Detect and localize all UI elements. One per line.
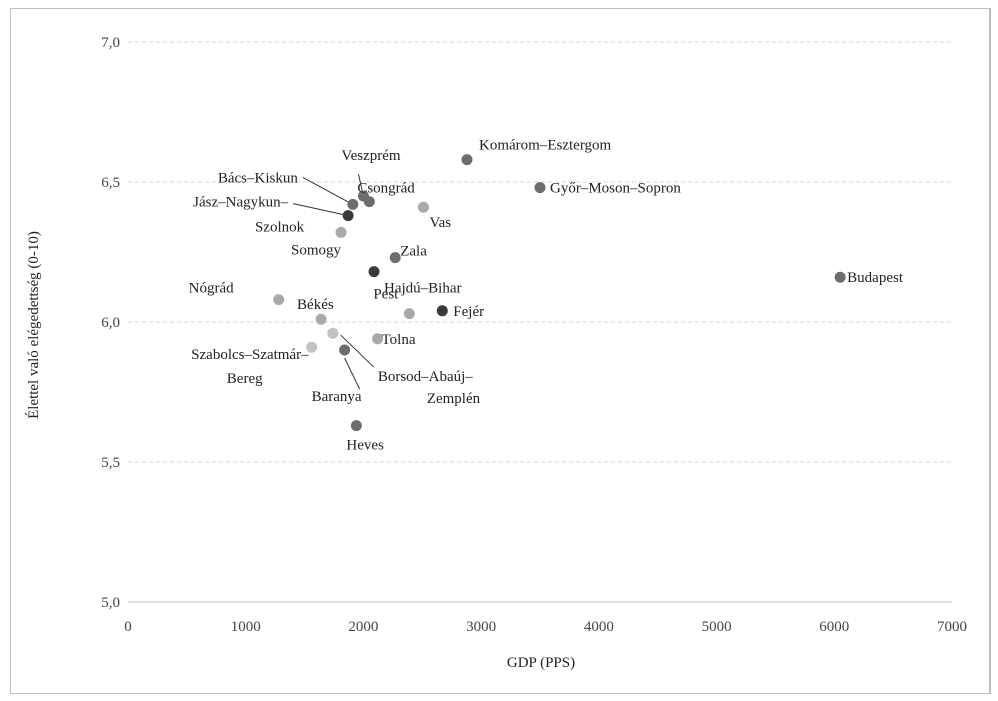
data-point (306, 341, 318, 353)
data-point (327, 327, 339, 339)
data-point (534, 182, 546, 194)
y-tick-label: 6,0 (101, 315, 120, 331)
point-label: Jász–Nagykun– (193, 195, 288, 211)
data-point (417, 201, 429, 213)
data-point (363, 196, 375, 208)
y-tick-label: 6,5 (101, 175, 120, 191)
data-point (403, 308, 415, 320)
data-point (273, 294, 285, 306)
x-tick-label: 6000 (819, 619, 849, 635)
point-label: Bács–Kiskun (218, 170, 298, 186)
point-labels: Budapest Komárom–Esztergom Győr–Moson–Sopr… (189, 138, 904, 454)
point-label: Hajdú–Bihar (384, 281, 461, 297)
leader-lines (293, 173, 375, 390)
y-tick-label: 5,0 (101, 595, 120, 611)
point-label-line2: Zemplén (427, 391, 481, 407)
y-axis-title: Élettel való elégedettség (0-10) (25, 231, 42, 419)
chart-frame: 5,0 5,5 6,0 6,5 7,0 0 1000 2000 3000 4000 5000 6000… (10, 8, 991, 694)
x-axis-title: GDP (PPS) (507, 655, 575, 671)
data-point (834, 271, 846, 283)
scatter-chart: 5,0 5,5 6,0 6,5 7,0 0 1000 2000 3000 4000 5000 6000… (25, 35, 967, 671)
x-tick-label: 2000 (348, 619, 378, 635)
data-point (339, 344, 351, 356)
point-label-line2: Bereg (227, 371, 263, 387)
point-label: Pest (373, 287, 399, 303)
data-point (461, 154, 473, 166)
point-label: Komárom–Esztergom (479, 138, 612, 154)
data-point (389, 252, 401, 264)
y-tick-label: 5,5 (101, 455, 120, 471)
point-label: Borsod–Abaúj– (378, 369, 473, 385)
x-tick-label: 3000 (466, 619, 496, 635)
point-label: Győr–Moson–Sopron (550, 181, 681, 197)
data-point (335, 226, 347, 238)
data-point (315, 313, 327, 325)
x-tick-label: 7000 (937, 619, 967, 635)
point-label: Zala (400, 244, 427, 260)
point-label: Heves (346, 438, 384, 454)
leader-line (302, 176, 354, 205)
point-label: Csongrád (357, 181, 415, 197)
point-label: Fejér (453, 304, 484, 320)
data-point (436, 305, 448, 317)
leader-line (293, 203, 349, 217)
point-label-line2: Szolnok (255, 220, 305, 236)
point-label: Budapest (847, 270, 904, 286)
data-point (372, 333, 384, 345)
x-tick-label: 0 (124, 619, 132, 635)
point-label: Szabolcs–Szatmár– (191, 347, 309, 363)
point-label: Veszprém (341, 148, 400, 164)
point-label: Baranya (312, 389, 362, 405)
data-point (350, 420, 362, 432)
x-tick-label: 1000 (231, 619, 261, 635)
data-point (368, 266, 380, 278)
point-label: Tolna (382, 332, 416, 348)
x-tick-label: 5000 (702, 619, 732, 635)
grid-lines (128, 41, 952, 463)
point-label: Vas (429, 215, 451, 231)
point-label: Somogy (291, 242, 342, 258)
data-point (347, 198, 359, 210)
leader-line (340, 334, 375, 368)
leader-line (344, 357, 361, 390)
data-points (273, 154, 846, 432)
y-tick-label: 7,0 (101, 35, 120, 51)
point-label: Békés (297, 297, 334, 313)
x-tick-label: 4000 (584, 619, 614, 635)
data-point (342, 210, 354, 222)
point-label: Nógrád (189, 281, 234, 297)
axes: 5,0 5,5 6,0 6,5 7,0 0 1000 2000 3000 4000 5000 6000… (101, 35, 967, 635)
